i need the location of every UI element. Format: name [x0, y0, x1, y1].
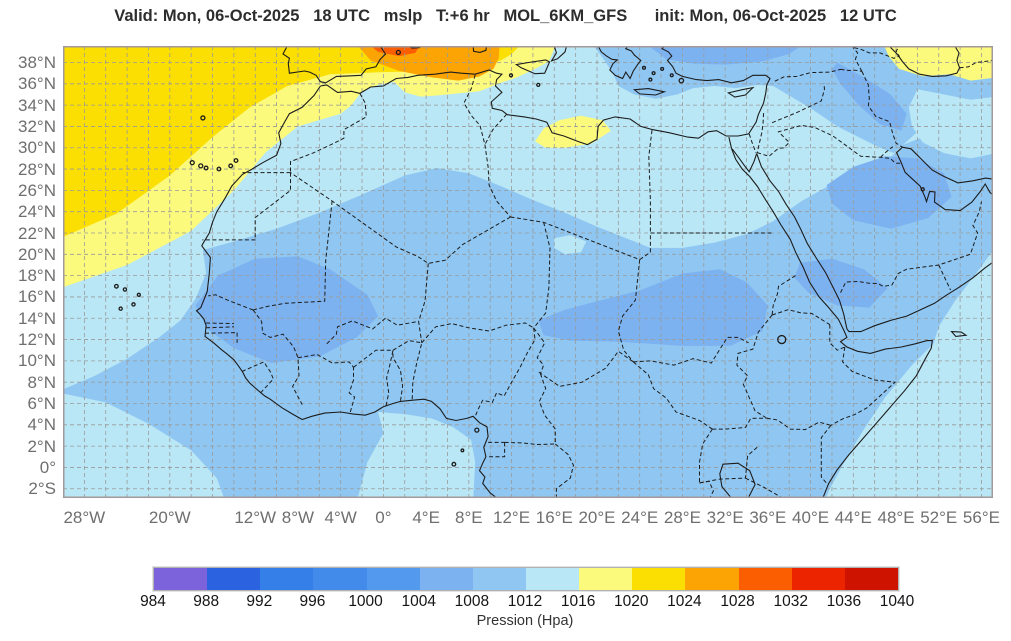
- lon-tick-label: 36°E: [749, 508, 787, 527]
- lon-tick-label: 24°E: [621, 508, 659, 527]
- lat-tick-label: 2°S: [28, 479, 56, 499]
- colorbar-tick-value: 1004: [401, 593, 436, 610]
- lat-tick-label: 24°N: [18, 202, 56, 222]
- colorbar-tick-value: 984: [140, 593, 166, 610]
- lon-tick-label: 52°E: [920, 508, 958, 527]
- lon-tick-label: 20°W: [148, 508, 191, 527]
- map-frame: [63, 46, 993, 498]
- colorbar-segment: [738, 568, 792, 590]
- lat-tick-label: 36°N: [18, 74, 56, 94]
- colorbar-title: Pression (Hpa): [476, 613, 574, 629]
- lat-tick-label: 6°N: [27, 393, 56, 413]
- country-borders: [202, 46, 993, 498]
- lon-tick-label: 44°E: [834, 508, 872, 527]
- lat-tick-label: 18°N: [18, 266, 56, 286]
- colorbar-segment: [844, 568, 898, 590]
- colorbar-segment: [525, 568, 580, 590]
- lon-tick-label: 48°E: [877, 508, 915, 527]
- lat-tick-label: 10°N: [18, 351, 56, 371]
- colorbar-segment: [632, 568, 686, 590]
- lat-tick-label: 38°N: [18, 53, 56, 73]
- lat-tick-label: 14°N: [18, 308, 56, 328]
- lon-tick-label: 28°W: [63, 508, 106, 527]
- lon-tick-label: 40°E: [792, 508, 830, 527]
- colorbar-tick-value: 1024: [667, 593, 702, 610]
- lon-tick-label: 0°: [375, 508, 392, 527]
- pressure-fill-layer: [63, 46, 993, 498]
- lon-tick-label: 16°E: [535, 508, 573, 527]
- lat-tick-label: 20°N: [18, 244, 56, 264]
- colorbar-tick-value: 1020: [614, 593, 649, 610]
- colorbar-segment: [472, 568, 526, 590]
- colorbar-segment: [579, 568, 633, 590]
- colorbar-segment: [366, 568, 420, 590]
- colorbar-tick-value: 1036: [826, 593, 862, 610]
- lon-tick-label: 8°W: [281, 508, 315, 527]
- colorbar-tick-value: 992: [246, 593, 273, 610]
- lon-tick-label: 20°E: [578, 508, 616, 527]
- colorbar-tick-value: 1000: [348, 593, 383, 610]
- colorbar-tick-value: 1008: [454, 593, 490, 610]
- map-layers: [63, 46, 993, 498]
- lat-tick-label: 8°N: [27, 372, 56, 392]
- lat-tick-label: 30°N: [18, 138, 56, 158]
- lon-tick-label: 56°E: [962, 508, 1000, 527]
- colorbar-segment: [685, 568, 739, 590]
- lat-tick-label: 2°N: [27, 436, 56, 456]
- lat-tick-label: 16°N: [18, 287, 56, 307]
- colorbar-segment: [260, 568, 314, 590]
- lat-tick-label: 12°N: [18, 330, 56, 350]
- lon-tick-label: 12°W: [234, 508, 277, 527]
- colorbar-segment: [313, 568, 367, 590]
- figure-title: Valid: Mon, 06-Oct-2025 18 UTC mslp T:+6…: [114, 7, 897, 25]
- lat-tick-label: 4°N: [27, 415, 56, 435]
- colorbar-tick-value: 1012: [507, 593, 543, 610]
- colorbar-tick-value: 1040: [879, 593, 915, 610]
- lon-tick-label: 12°E: [493, 508, 531, 527]
- colorbar-tick-value: 988: [193, 593, 220, 610]
- island-dots: [113, 49, 925, 467]
- colorbar-tick-value: 996: [299, 593, 326, 610]
- colorbar-segment: [419, 568, 473, 590]
- lat-tick-label: 34°N: [18, 95, 56, 115]
- lat-tick-label: 28°N: [18, 159, 56, 179]
- lon-tick-label: 4°E: [412, 508, 440, 527]
- lat-tick-label: 22°N: [18, 223, 56, 243]
- lat-tick-label: 26°N: [18, 180, 56, 200]
- lon-tick-label: 32°E: [706, 508, 744, 527]
- colorbar-tick-value: 1028: [720, 593, 755, 610]
- lon-tick-label: 4°W: [324, 508, 357, 527]
- lon-tick-label: 28°E: [663, 508, 701, 527]
- colorbar-segment: [207, 568, 261, 590]
- colorbar-tick-value: 1016: [560, 593, 596, 610]
- lat-tick-label: 0°: [39, 457, 56, 477]
- lat-tick-label: 32°N: [18, 116, 56, 136]
- graticule-grid: [63, 46, 993, 498]
- colorbar-segment: [154, 568, 208, 590]
- lon-tick-label: 8°E: [455, 508, 483, 527]
- pressure-map: [63, 46, 993, 498]
- coastlines: [195, 46, 993, 498]
- colorbar-segment: [791, 568, 845, 590]
- colorbar: [153, 567, 899, 591]
- colorbar-tick-value: 1032: [773, 593, 808, 610]
